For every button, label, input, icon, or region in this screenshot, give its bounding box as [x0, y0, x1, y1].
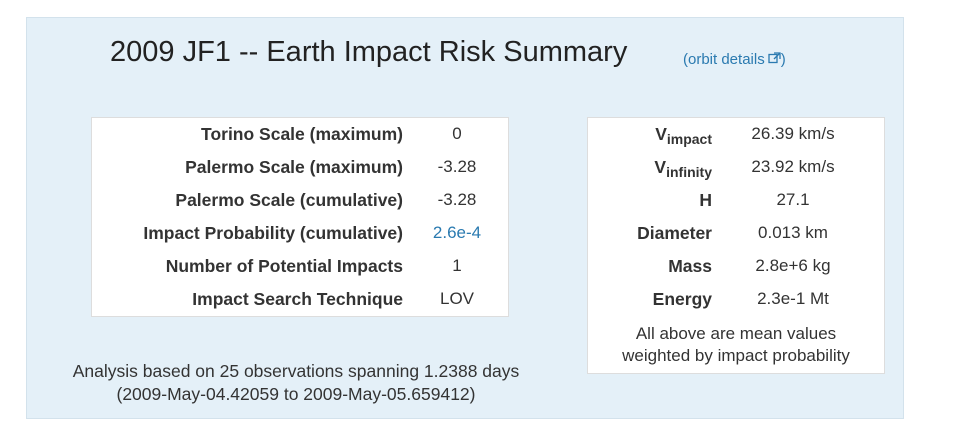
- risk-value: -3.28: [437, 190, 477, 209]
- energy-value: 2.3e-1 Mt: [757, 289, 829, 308]
- table-row: Palermo Scale (maximum) -3.28: [92, 151, 508, 184]
- mass-value: 2.8e+6 kg: [755, 256, 831, 275]
- risk-value: 0: [452, 124, 462, 143]
- page-title: 2009 JF1 -- Earth Impact Risk Summary: [110, 36, 628, 68]
- analysis-date-range: (2009-May-04.42059 to 2009-May-05.659412…: [116, 384, 476, 404]
- risk-value: 1: [452, 256, 462, 275]
- risk-label: Impact Search Technique: [192, 289, 403, 309]
- v-impact-value: 26.39 km/s: [751, 124, 835, 143]
- table-row: H 27.1: [588, 184, 884, 217]
- table-row: Impact Search Technique LOV: [92, 283, 508, 316]
- v-infinity-label: Vinfinity: [654, 157, 712, 180]
- risk-label: Impact Probability (cumulative): [143, 223, 403, 243]
- risk-table: Torino Scale (maximum) 0 Palermo Scale (…: [91, 117, 509, 317]
- risk-label: Number of Potential Impacts: [165, 256, 403, 276]
- risk-label: Torino Scale (maximum): [201, 124, 403, 144]
- table-row: Impact Probability (cumulative) 2.6e-4: [92, 217, 508, 250]
- orbit-details-close: ): [780, 51, 786, 68]
- table-row: Palermo Scale (cumulative) -3.28: [92, 184, 508, 217]
- analysis-summary: Analysis based on 25 observations spanni…: [36, 360, 556, 406]
- risk-label: Palermo Scale (maximum): [185, 157, 403, 177]
- table-row: Diameter 0.013 km: [588, 217, 884, 250]
- energy-label: Energy: [652, 289, 712, 309]
- impact-probability-link[interactable]: 2.6e-4: [432, 223, 482, 242]
- table-row: Vinfinity 23.92 km/s: [588, 151, 884, 184]
- diameter-value: 0.013 km: [758, 223, 828, 242]
- diameter-label: Diameter: [637, 223, 712, 243]
- note-line: weighted by impact probability: [622, 346, 850, 365]
- table-row: Mass 2.8e+6 kg: [588, 250, 884, 283]
- h-label: H: [699, 190, 712, 210]
- orbit-details-link[interactable]: (orbit details): [683, 51, 786, 68]
- physical-parameters-table: Vimpact 26.39 km/s Vinfinity 23.92 km/s …: [587, 117, 885, 374]
- risk-label: Palermo Scale (cumulative): [175, 190, 403, 210]
- table-row: Torino Scale (maximum) 0: [92, 118, 508, 151]
- mass-label: Mass: [668, 256, 712, 276]
- external-link-icon: [768, 52, 781, 67]
- analysis-line: Analysis based on 25 observations spanni…: [72, 361, 520, 381]
- risk-value: LOV: [439, 289, 475, 308]
- orbit-details-label[interactable]: (orbit details: [683, 51, 765, 68]
- table-row: Number of Potential Impacts 1: [92, 250, 508, 283]
- note-line: All above are mean values: [635, 324, 837, 343]
- table-row: Energy 2.3e-1 Mt: [588, 283, 884, 316]
- v-impact-label: Vimpact: [655, 124, 712, 147]
- h-value: 27.1: [776, 190, 810, 209]
- v-infinity-value: 23.92 km/s: [751, 157, 835, 176]
- table-row: Vimpact 26.39 km/s: [588, 118, 884, 151]
- risk-value: -3.28: [437, 157, 477, 176]
- mean-values-note: All above are mean values weighted by im…: [588, 323, 884, 367]
